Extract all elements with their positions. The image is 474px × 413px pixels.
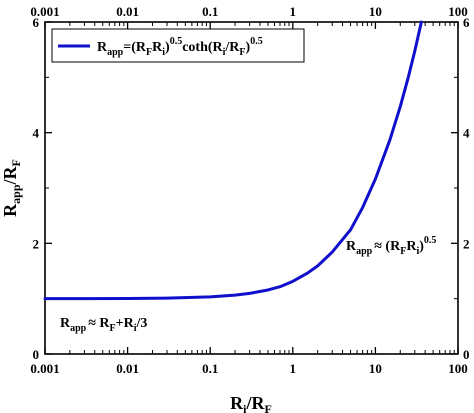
x-tick-label-top: 0.001: [30, 4, 59, 19]
x-axis-title: Ri/RF: [230, 393, 272, 413]
y-tick-label-right: 6: [463, 15, 470, 30]
plot-frame: [44, 21, 459, 355]
series-line: [43, 20, 423, 301]
x-tick-label-top: 10: [369, 4, 382, 19]
y-tick-label: 0: [33, 347, 40, 362]
legend-entry: Rapp=(RFRi)0.5coth(Ri/RF)0.5: [97, 36, 263, 58]
y-tick-label: 6: [33, 15, 40, 30]
x-tick-label: 0.1: [202, 361, 218, 376]
y-tick-label-right: 4: [463, 126, 470, 141]
y-axis-title: Rapp/RF: [0, 159, 23, 217]
legend: Rapp=(RFRi)0.5coth(Ri/RF)0.5: [51, 28, 305, 63]
x-tick-label: 1: [290, 361, 297, 376]
series-layer: [43, 20, 423, 301]
x-tick-label-top: 100: [448, 4, 468, 19]
x-tick-label-top: 0.01: [116, 4, 139, 19]
y-tick-label: 4: [33, 126, 40, 141]
x-tick-label-top: 1: [290, 4, 297, 19]
legend-box: [51, 28, 305, 63]
x-tick-label: 0.001: [30, 361, 59, 376]
annotation-low: Rapp ≈ RF+Ri/3: [60, 316, 147, 334]
annotation-high: Rapp ≈ (RFRi)0.5: [346, 235, 436, 257]
y-tick-label-right: 2: [463, 236, 470, 251]
y-tick-label-right: 0: [463, 347, 470, 362]
axis-ticks: [44, 21, 459, 355]
x-tick-label-top: 0.1: [202, 4, 218, 19]
y-tick-label: 2: [33, 236, 40, 251]
x-tick-label: 0.01: [116, 361, 139, 376]
x-tick-label: 100: [448, 361, 468, 376]
x-tick-label: 10: [369, 361, 382, 376]
